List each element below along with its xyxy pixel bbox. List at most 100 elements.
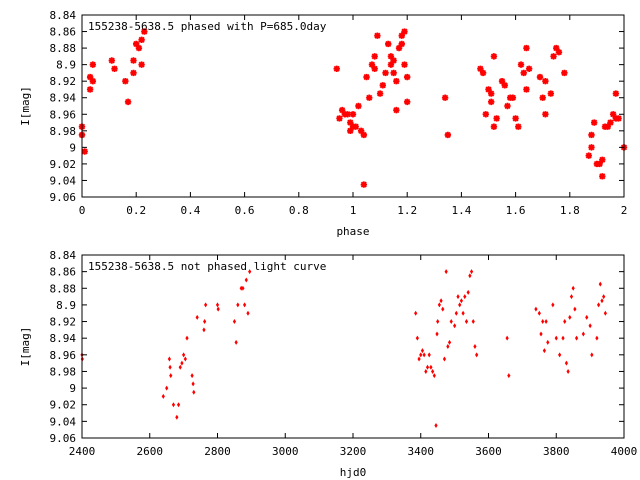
data-point: [190, 373, 194, 379]
data-point: [352, 123, 359, 130]
data-point: [89, 77, 97, 85]
data-point: [469, 269, 474, 275]
data-point: [507, 373, 511, 379]
data-point: [520, 69, 527, 77]
data-point: [515, 123, 522, 130]
data-point: [439, 298, 443, 304]
data-point: [436, 319, 440, 325]
data-point: [498, 77, 506, 85]
y-axis-label: I[mag]: [19, 327, 32, 367]
x-tick-label: 2600: [137, 445, 164, 458]
data-point: [588, 144, 595, 151]
y-tick-label: 8.88: [50, 282, 77, 295]
y-tick-label: 8.86: [50, 266, 77, 279]
data-point: [539, 94, 546, 101]
data-point: [523, 86, 530, 93]
data-point: [537, 310, 541, 316]
data-point: [505, 335, 509, 341]
data-point: [431, 368, 435, 374]
plot-frame: [81, 254, 625, 439]
data-point: [477, 65, 484, 72]
data-point: [550, 53, 557, 60]
data-point: [501, 82, 508, 89]
data-point: [420, 348, 425, 354]
data-point: [175, 414, 179, 420]
data-point: [338, 106, 346, 114]
data-point: [374, 32, 381, 39]
data-point: [417, 356, 421, 362]
data-point: [376, 90, 384, 97]
data-point: [542, 348, 546, 354]
y-tick-label: 9.02: [50, 399, 77, 412]
y-tick-label: 8.96: [50, 349, 77, 362]
x-tick-label: 3000: [272, 445, 299, 458]
data-point: [422, 352, 426, 358]
data-point: [122, 77, 129, 85]
y-tick-label: 8.9: [56, 59, 76, 72]
y-tick-label: 9.04: [50, 415, 77, 428]
data-point: [475, 352, 479, 358]
data-point: [130, 69, 137, 77]
data-point: [441, 94, 449, 101]
plot-title: 155238-5638.5 not phased light curve: [88, 260, 326, 273]
y-tick-label: 8.92: [50, 75, 77, 88]
data-point: [598, 281, 602, 287]
y-tick-label: 8.94: [50, 332, 77, 345]
x-tick-label: 0.8: [289, 204, 309, 217]
data-point: [612, 90, 620, 97]
data-point: [419, 352, 423, 358]
data-point: [180, 360, 184, 366]
data-point: [425, 364, 430, 370]
data-point: [551, 302, 555, 308]
data-point: [588, 323, 592, 329]
x-tick-label: 1.4: [451, 204, 471, 217]
data-point: [130, 57, 137, 64]
data-point: [449, 319, 453, 325]
data-point: [581, 331, 585, 337]
data-point: [479, 69, 487, 77]
data-point: [246, 310, 250, 316]
data-point: [555, 49, 563, 56]
data-point: [482, 111, 489, 118]
data-point: [165, 385, 169, 391]
data-point: [182, 352, 186, 358]
data-point: [573, 306, 577, 312]
x-tick-label: 3200: [340, 445, 367, 458]
data-point: [401, 28, 408, 35]
data-point: [602, 294, 606, 300]
data-point: [488, 98, 495, 106]
unphased-light-curve-plot: 2400 2600 2800 3000 3200 3400 3600 3800 4000 8.84…: [19, 249, 637, 479]
data-point: [437, 302, 441, 308]
data-point: [509, 94, 517, 101]
data-point: [344, 111, 351, 118]
data-point: [216, 306, 220, 312]
data-point: [541, 319, 545, 325]
data-point: [525, 65, 533, 72]
data-point: [558, 352, 562, 358]
data-point: [108, 57, 116, 64]
data-point: [599, 173, 606, 180]
data-point: [336, 115, 343, 122]
data-point: [398, 32, 405, 39]
data-point: [203, 319, 207, 325]
x-tick-label: 0.2: [126, 204, 146, 217]
data-point: [404, 98, 411, 106]
data-point: [563, 319, 567, 325]
data-point: [404, 73, 411, 81]
data-point: [564, 360, 569, 366]
data-point: [349, 111, 357, 118]
phased-light-curve-plot: 0 0.2 0.4 0.6 0.8 1 1.2 1.4 1.6 1.8 2 8.84 8.86 8.88 8…: [19, 9, 627, 238]
data-point: [185, 335, 189, 341]
data-point: [395, 44, 403, 52]
y-axis-label: I[mag]: [19, 86, 32, 126]
y-tick-label: 8.88: [50, 42, 77, 55]
data-point: [444, 269, 448, 275]
data-point: [415, 335, 419, 341]
data-point: [241, 285, 245, 291]
data-point: [387, 61, 395, 68]
data-point: [371, 53, 378, 60]
data-point: [463, 294, 467, 300]
data-point: [347, 127, 354, 135]
data-point: [536, 73, 544, 81]
plot-frame: [81, 14, 625, 198]
